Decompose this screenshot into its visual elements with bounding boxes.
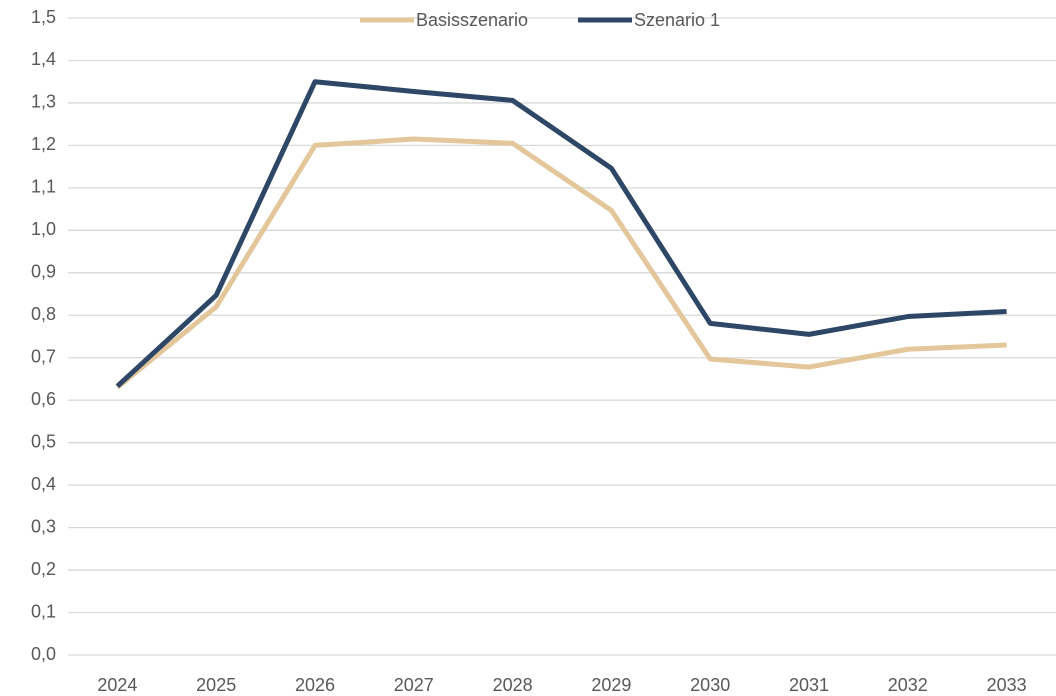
x-tick-label: 2026 xyxy=(295,675,335,695)
y-tick-label: 1,4 xyxy=(31,49,56,69)
x-tick-label: 2032 xyxy=(888,675,928,695)
y-tick-label: 0,6 xyxy=(31,389,56,409)
y-tick-label: 0,8 xyxy=(31,304,56,324)
y-tick-label: 1,3 xyxy=(31,92,56,112)
y-tick-label: 0,9 xyxy=(31,262,56,282)
x-tick-label: 2025 xyxy=(196,675,236,695)
y-tick-label: 0,0 xyxy=(31,644,56,664)
y-tick-label: 0,2 xyxy=(31,559,56,579)
legend-label: Szenario 1 xyxy=(634,10,720,30)
y-tick-label: 1,0 xyxy=(31,219,56,239)
series-line xyxy=(115,136,1007,390)
x-tick-label: 2028 xyxy=(493,675,533,695)
legend-label: Basisszenario xyxy=(416,10,528,30)
y-tick-label: 1,1 xyxy=(31,177,56,197)
x-tick-label: 2033 xyxy=(987,675,1027,695)
y-tick-label: 0,7 xyxy=(31,346,56,366)
y-tick-label: 0,1 xyxy=(31,601,56,621)
series-line xyxy=(115,79,1007,389)
y-tick-label: 0,3 xyxy=(31,516,56,536)
x-tick-label: 2027 xyxy=(394,675,434,695)
x-tick-label: 2029 xyxy=(591,675,631,695)
x-tick-label: 2024 xyxy=(97,675,137,695)
y-tick-label: 0,5 xyxy=(31,431,56,451)
y-tick-label: 0,4 xyxy=(31,474,56,494)
y-tick-label: 1,2 xyxy=(31,134,56,154)
x-tick-label: 2031 xyxy=(789,675,829,695)
x-tick-label: 2030 xyxy=(690,675,730,695)
y-tick-label: 1,5 xyxy=(31,7,56,27)
